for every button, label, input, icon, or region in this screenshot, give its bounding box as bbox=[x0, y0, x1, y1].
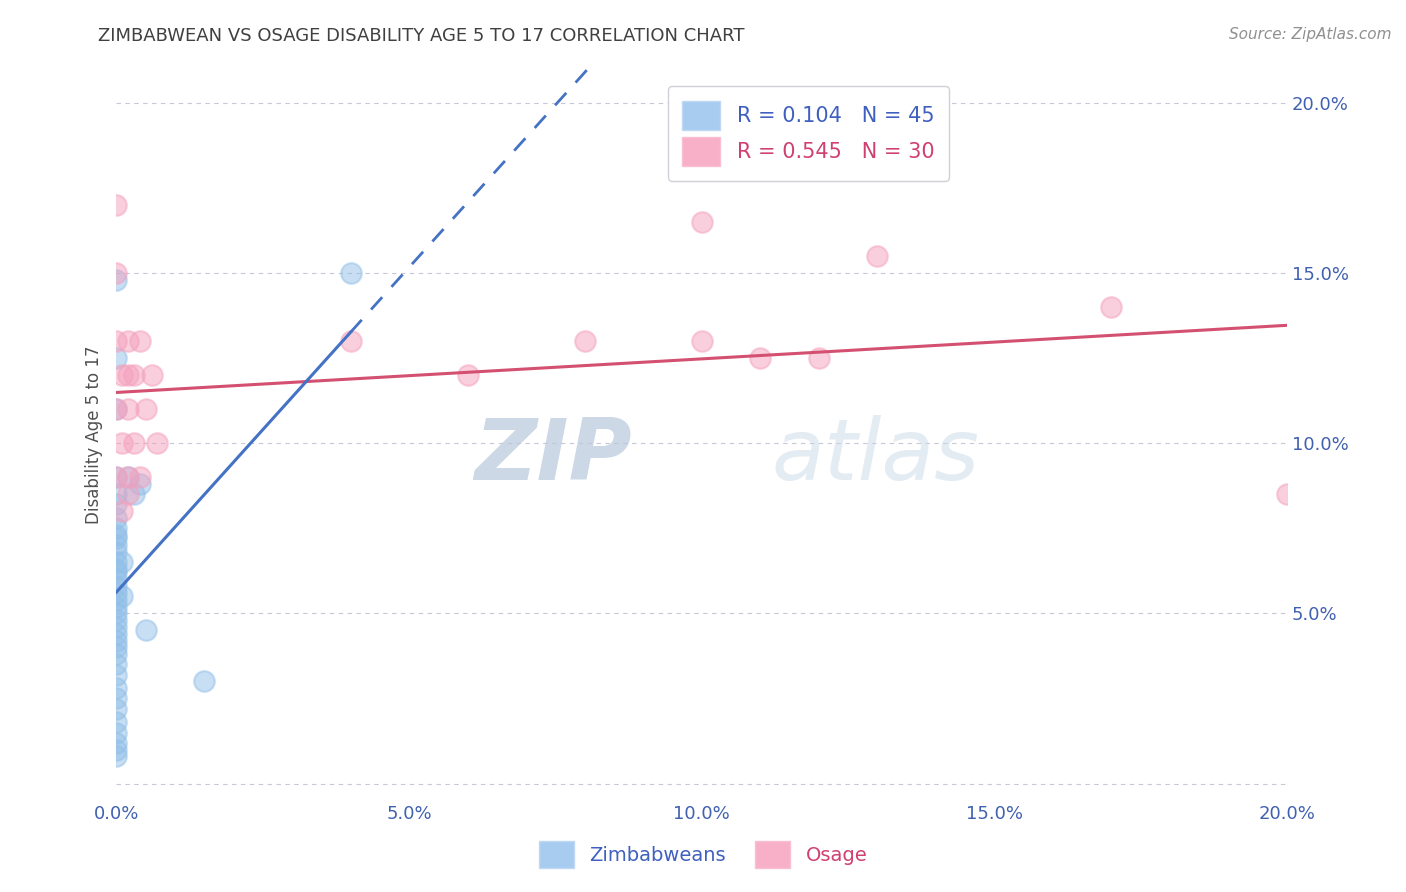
Point bbox=[105, 742, 128, 756]
Point bbox=[122, 368, 145, 382]
Point bbox=[105, 545, 128, 559]
Point bbox=[105, 555, 128, 569]
Point bbox=[117, 402, 139, 417]
Point bbox=[105, 620, 128, 634]
Point bbox=[105, 736, 128, 750]
Point bbox=[146, 436, 169, 450]
Point bbox=[105, 497, 128, 511]
Point bbox=[105, 691, 128, 706]
Text: Source: ZipAtlas.com: Source: ZipAtlas.com bbox=[1229, 27, 1392, 42]
Point bbox=[105, 607, 128, 621]
Point bbox=[105, 647, 128, 661]
Point bbox=[105, 640, 128, 655]
Point bbox=[690, 215, 713, 229]
Point bbox=[111, 590, 134, 604]
Point bbox=[105, 266, 128, 280]
Point bbox=[117, 470, 139, 484]
Point bbox=[105, 566, 128, 580]
Point bbox=[105, 701, 128, 715]
Point bbox=[105, 586, 128, 600]
Point bbox=[105, 562, 128, 576]
Point bbox=[105, 521, 128, 535]
Point bbox=[141, 368, 163, 382]
Y-axis label: Disability Age 5 to 17: Disability Age 5 to 17 bbox=[86, 345, 103, 524]
Point bbox=[574, 334, 596, 348]
Point bbox=[111, 436, 134, 450]
Point bbox=[117, 487, 139, 501]
Point bbox=[111, 555, 134, 569]
Point bbox=[135, 402, 157, 417]
Point bbox=[105, 657, 128, 672]
Point bbox=[105, 511, 128, 525]
Point bbox=[105, 351, 128, 365]
Point bbox=[105, 627, 128, 641]
Point bbox=[105, 725, 128, 739]
Point bbox=[105, 272, 128, 286]
Point bbox=[105, 532, 128, 546]
Point bbox=[122, 487, 145, 501]
Point bbox=[122, 436, 145, 450]
Point bbox=[105, 487, 128, 501]
Point bbox=[105, 633, 128, 648]
Point bbox=[457, 368, 479, 382]
Point bbox=[105, 613, 128, 627]
Point bbox=[129, 334, 152, 348]
Point bbox=[129, 470, 152, 484]
Point bbox=[135, 624, 157, 638]
Legend: R = 0.104   N = 45, R = 0.545   N = 30: R = 0.104 N = 45, R = 0.545 N = 30 bbox=[668, 87, 949, 181]
Text: atlas: atlas bbox=[772, 415, 980, 498]
Point bbox=[105, 579, 128, 593]
Point bbox=[105, 749, 128, 764]
Point bbox=[105, 592, 128, 607]
Point bbox=[105, 470, 128, 484]
Point bbox=[1275, 487, 1298, 501]
Point bbox=[111, 368, 134, 382]
Point bbox=[339, 266, 361, 280]
Point bbox=[117, 470, 139, 484]
Point bbox=[105, 198, 128, 212]
Point bbox=[105, 538, 128, 552]
Text: ZIP: ZIP bbox=[474, 415, 631, 498]
Point bbox=[866, 249, 889, 263]
Text: ZIMBABWEAN VS OSAGE DISABILITY AGE 5 TO 17 CORRELATION CHART: ZIMBABWEAN VS OSAGE DISABILITY AGE 5 TO … bbox=[98, 27, 745, 45]
Point bbox=[105, 572, 128, 586]
Point bbox=[105, 528, 128, 542]
Point bbox=[749, 351, 772, 365]
Legend: Zimbabweans, Osage: Zimbabweans, Osage bbox=[529, 830, 877, 878]
Point bbox=[111, 504, 134, 518]
Point bbox=[129, 477, 152, 491]
Point bbox=[117, 334, 139, 348]
Point bbox=[105, 715, 128, 730]
Point bbox=[105, 681, 128, 696]
Point bbox=[117, 368, 139, 382]
Point bbox=[105, 334, 128, 348]
Point bbox=[1099, 300, 1122, 314]
Point bbox=[339, 334, 361, 348]
Point bbox=[105, 470, 128, 484]
Point bbox=[105, 402, 128, 417]
Point bbox=[105, 402, 128, 417]
Point bbox=[105, 599, 128, 614]
Point bbox=[690, 334, 713, 348]
Point bbox=[193, 674, 215, 689]
Point bbox=[807, 351, 830, 365]
Point bbox=[105, 667, 128, 681]
